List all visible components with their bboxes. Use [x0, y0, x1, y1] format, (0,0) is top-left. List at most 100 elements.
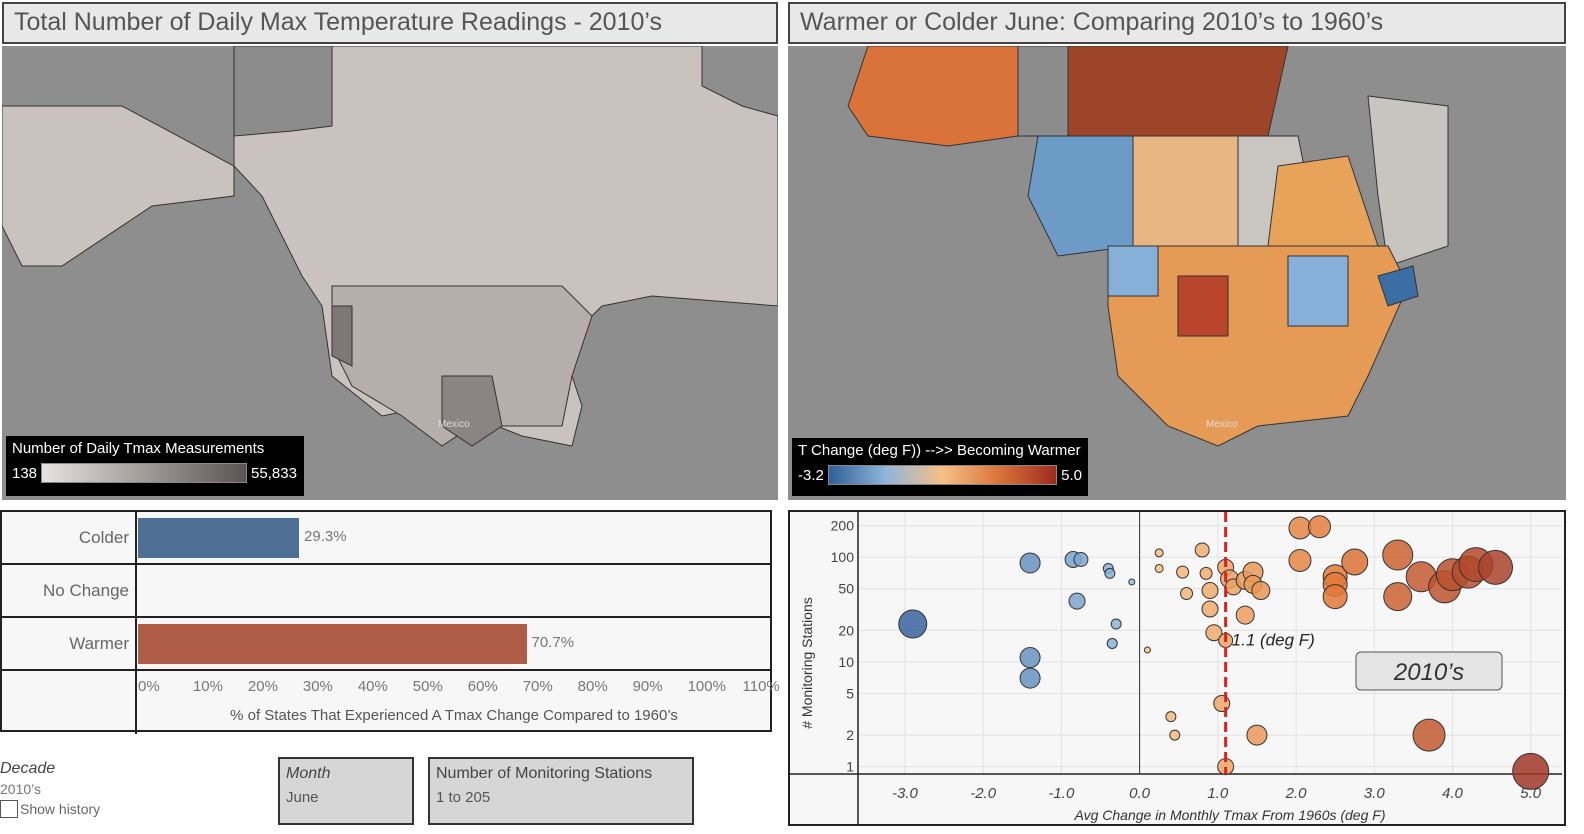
bar-label: Warmer — [2, 618, 137, 669]
scatter-point — [1019, 647, 1041, 669]
scatter-point — [1110, 618, 1122, 630]
bar-tick-label: 80% — [577, 678, 608, 695]
bar-tick-label: 50% — [412, 678, 443, 695]
right-legend-title: T Change (deg F)) -->> Becoming Warmer — [798, 442, 1081, 459]
scatter-point — [1068, 592, 1086, 610]
scatter-svg: -3.0 -2.0 -1.0 0.0 1.0 2.0 3.0 4.0 5.0 1 2 5 10 20 50 1… — [790, 512, 1562, 824]
left-legend-max: 55,833 — [251, 464, 297, 482]
bar-tick-label: 100% — [687, 678, 726, 695]
bar-colder[interactable] — [138, 518, 300, 558]
bar-tick-label: 40% — [357, 678, 388, 695]
y-tick-label: 100 — [831, 549, 855, 565]
bar-tick-label: 30% — [302, 678, 333, 695]
bar-tick-label: 0% — [138, 678, 160, 695]
scatter-point — [1073, 552, 1089, 568]
stations-filter[interactable]: Number of Monitoring Stations 1 to 205 — [428, 757, 694, 825]
right-map-title: Warmer or Colder June: Comparing 2010’s … — [788, 2, 1566, 44]
x-tick-label: 1.0 — [1207, 785, 1229, 802]
x-axis-title: Avg Change in Monthly Tmax From 1960s (d… — [1074, 807, 1386, 823]
left-map[interactable]: Mexico Number of Daily Tmax Measurements… — [2, 46, 778, 500]
decade-title: Decade — [0, 760, 56, 777]
bar-x-axis: 0% 10% 20% 30% 40% 50% 60% 70% 80% 90% 100% 110% — [138, 672, 780, 732]
scatter-point — [1288, 516, 1312, 540]
left-map-legend: Number of Daily Tmax Measurements 138 55… — [6, 436, 304, 496]
scatter-point — [1104, 567, 1116, 579]
scatter-point — [1169, 729, 1181, 741]
scatter-point — [1382, 539, 1414, 571]
show-history-toggle[interactable]: Show history — [0, 800, 160, 818]
scatter-point — [1143, 646, 1151, 654]
bar-row-warmer[interactable]: Warmer 70.7% — [2, 618, 770, 671]
x-tick-label: -1.0 — [1048, 785, 1075, 802]
bar-warmer[interactable] — [138, 624, 527, 664]
scatter-point — [1019, 667, 1041, 689]
left-map-svg: Mexico — [2, 46, 778, 447]
left-legend-gradient — [41, 463, 248, 483]
bar-value-label: 29.3% — [304, 528, 347, 545]
show-history-label: Show history — [20, 801, 101, 817]
x-tick-label: -2.0 — [970, 785, 997, 802]
scatter-point — [1154, 563, 1164, 573]
stations-value: 1 to 205 — [436, 789, 491, 806]
right-mexico-label: Mexico — [1206, 419, 1238, 430]
bar-label: No Change — [2, 565, 137, 616]
right-legend-min: -3.2 — [798, 466, 824, 484]
y-tick-label: 20 — [838, 622, 854, 638]
bar-row-no-change[interactable]: No Change — [2, 565, 770, 618]
scatter-point — [1019, 552, 1041, 574]
scatter-point — [1180, 586, 1194, 600]
scatter-point — [1154, 548, 1164, 558]
bar-row-colder[interactable]: Colder 29.3% — [2, 512, 770, 565]
axis-spacer — [2, 671, 137, 734]
scatter-point — [1213, 695, 1231, 713]
y-axis-title: # Monitoring Stations — [799, 597, 815, 729]
right-legend-max: 5.0 — [1061, 466, 1082, 484]
texas-region — [441, 375, 503, 447]
bc-region — [1027, 135, 1134, 257]
scatter-point — [1308, 515, 1332, 539]
yukon-region — [1017, 46, 1069, 137]
scatter-chart: -3.0 -2.0 -1.0 0.0 1.0 2.0 3.0 4.0 5.0 1 2 5 10 20 50 1… — [788, 510, 1566, 826]
right-map-legend: T Change (deg F)) -->> Becoming Warmer -… — [792, 438, 1088, 496]
scatter-point — [1201, 600, 1219, 618]
right-map[interactable]: Mexico T Change (deg F)) -->> Becoming W… — [788, 46, 1566, 500]
bar-axis-title: % of States That Experienced A Tmax Chan… — [230, 707, 678, 724]
pacific-nw-region — [1107, 245, 1159, 297]
month-value: June — [286, 789, 319, 806]
show-history-checkbox[interactable] — [0, 800, 18, 818]
x-tick-label: 3.0 — [1364, 785, 1386, 802]
scatter-point — [1165, 711, 1177, 723]
great-lakes-region — [1287, 255, 1349, 327]
yukon-region — [233, 46, 333, 137]
stations-title: Number of Monitoring Stations — [436, 765, 653, 782]
x-tick-label: 2.0 — [1285, 785, 1308, 802]
month-filter[interactable]: Month June — [278, 757, 414, 825]
scatter-point — [1205, 624, 1223, 642]
scatter-point — [1341, 548, 1369, 576]
x-tick-label: 0.0 — [1129, 785, 1151, 802]
y-tick-label: 10 — [838, 654, 854, 670]
labrador-region — [1367, 95, 1449, 267]
y-tick-label: 1 — [846, 759, 854, 775]
new-england-region — [1377, 265, 1419, 307]
scatter-point — [1251, 581, 1271, 601]
bar-tick-label: 20% — [247, 678, 278, 695]
alaska-region — [847, 46, 1019, 147]
decade-value: 2010’s — [0, 781, 42, 797]
scatter-point — [1478, 549, 1514, 585]
bar-value-label: 70.7% — [531, 634, 575, 651]
left-mexico-label: Mexico — [438, 419, 470, 430]
reference-label: 1.1 (deg F) — [1232, 631, 1315, 650]
x-tick-label: 4.0 — [1442, 785, 1464, 802]
annotation-text: 2010’s — [1393, 659, 1464, 686]
bar-tick-label: 110% — [742, 678, 780, 695]
right-map-svg: Mexico — [847, 46, 1449, 447]
scatter-point — [1194, 542, 1210, 558]
bar-tick-label: 60% — [467, 678, 498, 695]
scatter-point — [1322, 584, 1348, 610]
scatter-point — [1199, 566, 1213, 580]
scatter-point — [1106, 637, 1118, 649]
left-map-title: Total Number of Daily Max Temperature Re… — [2, 2, 778, 44]
alaska-region — [2, 105, 235, 267]
decade-filter: Decade 2010’s Show history — [0, 760, 160, 818]
